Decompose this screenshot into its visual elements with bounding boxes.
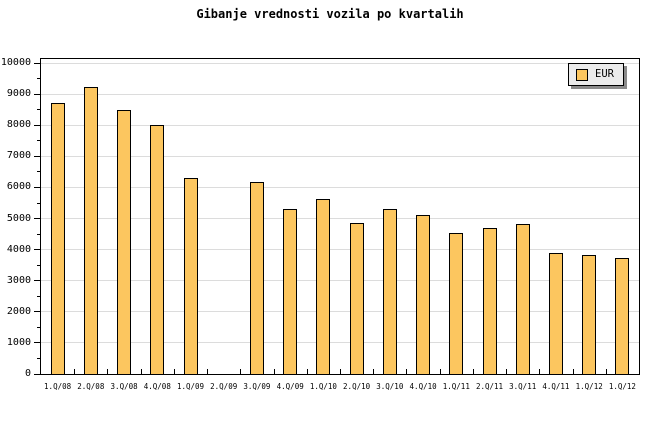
plot-area [40, 58, 640, 375]
legend: EUR [568, 63, 624, 86]
x-tick-label: 4.Q/08 [143, 382, 171, 391]
gridline [41, 186, 639, 188]
x-tick-label: 3.Q/11 [509, 382, 537, 391]
y-tick-label: 4000 [6, 243, 31, 255]
x-tick-label: 2.Q/10 [343, 382, 371, 391]
x-tick-label: 1.Q/08 [44, 382, 72, 391]
legend-eur-label: EUR [595, 68, 614, 80]
bar [515, 224, 530, 374]
x-tick-label: 4.Q/09 [276, 382, 304, 391]
y-tick-label: 9000 [6, 88, 31, 100]
bar [582, 254, 597, 374]
gridline [41, 62, 639, 64]
bar [249, 182, 264, 374]
x-tick-label: 1.Q/11 [442, 382, 470, 391]
bar [150, 125, 165, 374]
gridline [41, 93, 639, 95]
y-tick-label: 8000 [6, 119, 31, 131]
bar [548, 253, 563, 374]
y-tick-label: 5000 [6, 212, 31, 224]
x-tick-label: 2.Q/11 [475, 382, 504, 391]
gridline [41, 280, 639, 282]
x-tick-label: 4.Q/10 [409, 382, 437, 391]
gridline [41, 311, 639, 313]
y-tick-label: 1000 [6, 336, 31, 348]
x-tick-label: 3.Q/10 [376, 382, 404, 391]
gridline [41, 124, 639, 126]
gridline [41, 249, 639, 251]
x-tick-label: 4.Q/11 [542, 382, 570, 391]
y-tick-label: 2000 [6, 305, 31, 317]
y-tick-label: 0 [24, 368, 31, 379]
y-tick-label: 7000 [6, 150, 31, 162]
x-tick-label: 1.Q/12 [608, 382, 636, 391]
x-tick-label: 2.Q/08 [77, 382, 105, 391]
y-tick-label: 10000 [0, 57, 31, 68]
bar [117, 109, 132, 374]
gridline [41, 218, 639, 219]
x-tick-label: 1.Q/10 [309, 382, 337, 391]
x-tick-label: 3.Q/08 [110, 382, 138, 391]
chart-title: Gibanje vrednosti vozila po kvartalih [196, 7, 464, 21]
x-tick-label: 1.Q/12 [575, 382, 603, 391]
x-tick-label: 3.Q/09 [243, 382, 271, 391]
bar [183, 178, 198, 374]
bar [382, 208, 397, 374]
gridline [41, 342, 639, 344]
x-tick-label: 1.Q/09 [176, 382, 205, 391]
bar [316, 199, 331, 374]
bar [349, 222, 364, 374]
bar [416, 215, 431, 374]
bar [615, 257, 630, 374]
legend-eur-swatch-icon [576, 68, 588, 81]
bar [449, 232, 464, 374]
bar [283, 209, 298, 374]
gridline [41, 155, 639, 157]
bar [482, 227, 497, 374]
y-tick-label: 3000 [6, 274, 31, 286]
bar [50, 103, 65, 374]
x-tick-label: 2.Q/09 [210, 382, 238, 391]
y-tick-label: 6000 [6, 181, 31, 193]
bar [83, 86, 98, 374]
